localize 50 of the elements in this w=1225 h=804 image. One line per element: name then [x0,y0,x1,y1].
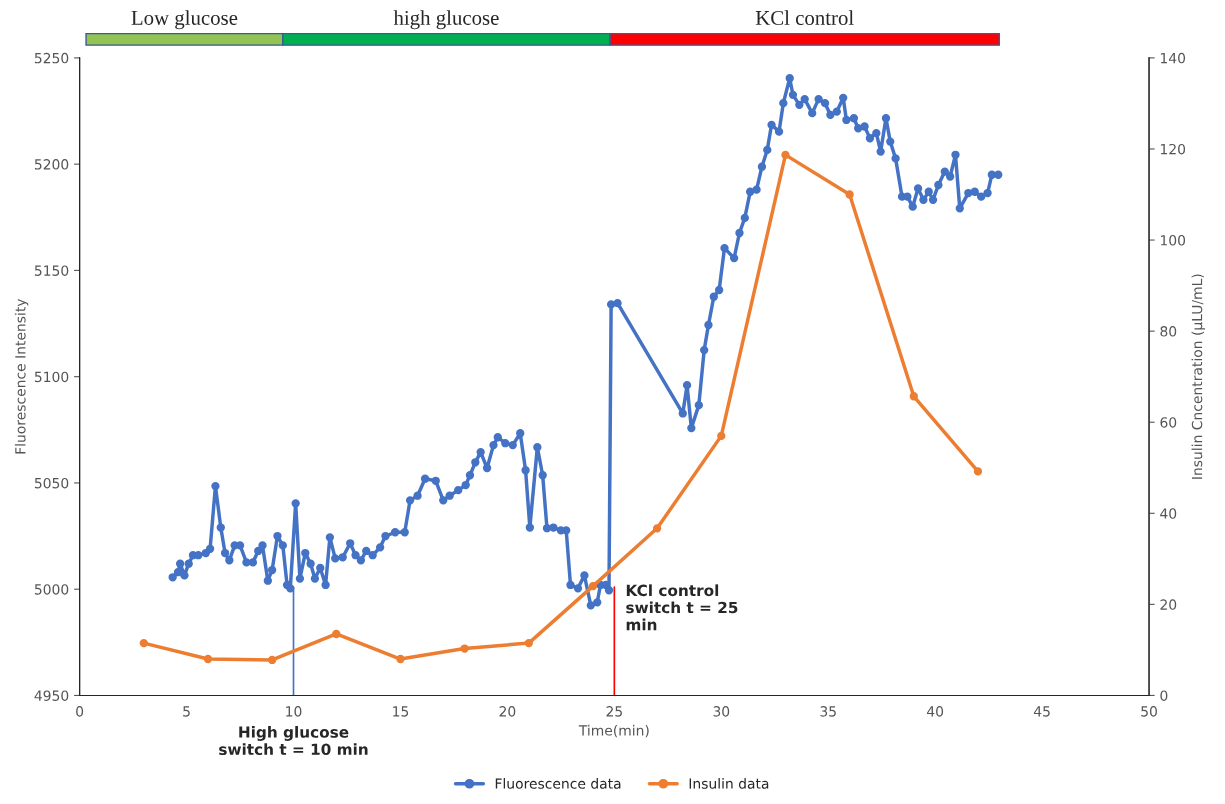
y2-tick-label: 20 [1160,599,1177,610]
y-axis-title: Fluorescence Intensity [14,298,29,454]
y-tick-label: 5050 [34,477,69,489]
x-tick-label: 5 [183,706,190,717]
x-tick-label: 10 [286,706,302,717]
point [139,638,148,648]
x-axis-title: Time(min) [578,724,649,738]
x-tick-label: 40 [927,706,944,717]
point [267,655,277,665]
y-tick-label: 4950 [34,690,69,701]
y2-tick-label: 80 [1160,326,1177,337]
legend-label: Fluorescence data [495,778,621,789]
x-tick-label: 25 [606,706,622,717]
y2-axis-title: Insulin Cncentration (µLU/mL) [1191,274,1205,479]
x-tick-label: 30 [713,706,730,717]
point [203,654,213,664]
ref-line-label: KCl control switch t = 25 min [626,584,738,631]
x-tick-label: 50 [1141,706,1157,717]
point [781,150,790,160]
point [396,654,405,664]
point [717,431,726,441]
x-tick-label: 20 [499,706,516,717]
text: high glucose [393,10,499,30]
y2-tick-label: 0 [1160,690,1168,701]
y2-tick-label: 100 [1160,235,1186,246]
y2-tick-label: 60 [1160,417,1177,428]
x-tick-label: 0 [76,706,84,717]
y-tick-label: 5200 [34,159,69,170]
point [909,392,918,401]
y-tick-label: 5100 [34,371,69,383]
point [973,467,983,476]
text: KCl control [755,10,854,25]
y2-tick-label: 140 [1160,52,1186,64]
x-tick-label: 35 [820,706,836,717]
point [524,638,533,648]
y-tick-label: 5150 [34,265,69,276]
y2-tick-label: 120 [1160,143,1186,155]
x-tick-label: 45 [1033,706,1050,717]
y-tick-label: 5250 [34,52,69,64]
point [460,644,469,653]
point [652,524,662,533]
point [845,190,854,199]
text: Low glucose [131,10,238,30]
point [588,582,598,591]
x-tick-label: 15 [393,706,409,717]
ref-line-label: High glucose switch t = 10 min [219,726,368,756]
legend-label: Insulin data [689,778,769,789]
point [332,629,341,639]
y-tick-label: 5000 [34,584,69,595]
y2-tick-label: 40 [1160,508,1177,519]
